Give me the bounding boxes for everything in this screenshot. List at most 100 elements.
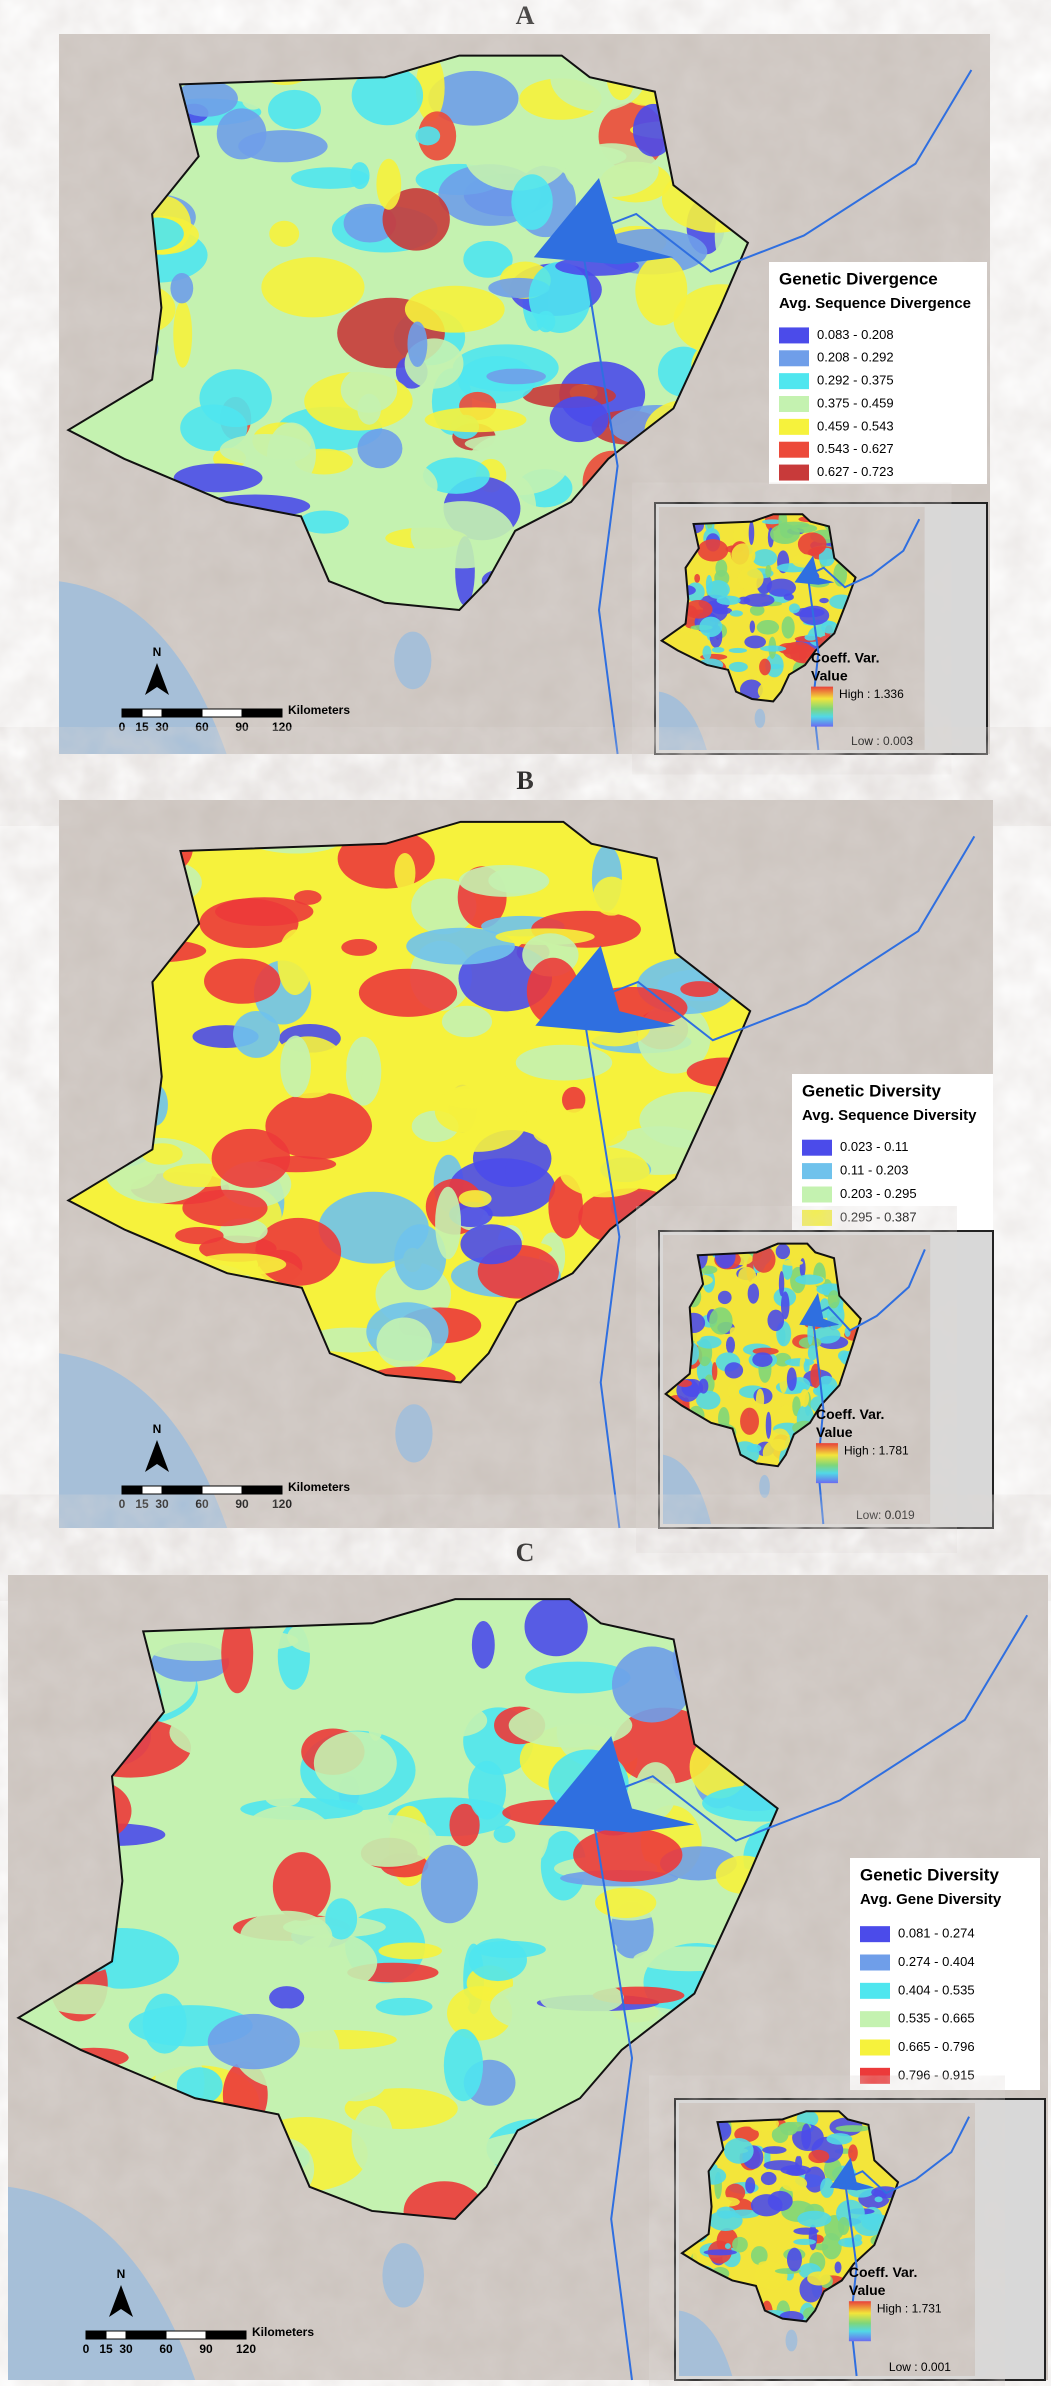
raster-patch [728, 661, 748, 672]
legend-swatch [860, 2039, 890, 2056]
sea [659, 691, 707, 750]
raster-patch [345, 1036, 382, 1106]
raster-patch [241, 89, 265, 110]
scale-unit: Kilometers [288, 703, 350, 717]
raster-patch [715, 559, 728, 577]
raster-patch [493, 1825, 516, 1843]
raster-patch [170, 273, 194, 304]
scale-label: 60 [195, 1497, 209, 1511]
raster-patch [219, 434, 311, 466]
scale-label: 60 [159, 2342, 173, 2356]
raster-patch [341, 939, 378, 956]
raster-patch [786, 2247, 802, 2272]
raster-patch [808, 2224, 818, 2251]
scale-label: 0 [119, 720, 126, 734]
inset-low: Low : 0.001 [889, 2360, 951, 2374]
raster-patch [767, 1309, 785, 1332]
raster-patch [525, 1661, 631, 1694]
raster-patch [702, 1785, 778, 1822]
raster-patch [549, 396, 609, 443]
raster-patch [443, 2029, 484, 2102]
raster-patch [748, 521, 755, 546]
legend-label: 0.459 - 0.543 [817, 418, 894, 433]
raster-patch [820, 2177, 834, 2198]
raster-patch [299, 510, 349, 534]
raster-patch [364, 1663, 387, 1741]
raster-patch [238, 130, 328, 163]
raster-patch [698, 1378, 709, 1394]
raster-patch [731, 543, 756, 568]
panel-label: C [516, 1538, 535, 1567]
raster-patch [724, 2137, 754, 2164]
raster-patch [732, 2236, 748, 2253]
scale-label: 15 [135, 720, 149, 734]
lake [785, 2329, 798, 2352]
inset-low: Low : 0.003 [851, 734, 913, 748]
raster-patch [175, 1226, 224, 1245]
legend-swatch [779, 373, 809, 390]
river [579, 235, 619, 755]
raster-patch [804, 2166, 826, 2193]
raster-patch [726, 1336, 736, 1354]
scale-label: 30 [155, 720, 169, 734]
inset-value: Value [816, 1424, 853, 1440]
raster-patch [780, 1291, 790, 1320]
raster-patch [294, 890, 322, 905]
raster-patch [697, 539, 729, 562]
lake [394, 631, 432, 690]
legend-label: 0.203 - 0.295 [840, 1186, 917, 1201]
raster-patch [775, 1243, 791, 1260]
raster-patch [339, 1815, 438, 1867]
legend-swatch [860, 2011, 890, 2028]
lake-reservoir [533, 178, 674, 265]
legend-subtitle: Avg. Sequence Divergence [779, 295, 971, 312]
raster-patch [813, 2243, 829, 2251]
raster-patch [533, 1115, 628, 1151]
raster-patch [771, 2126, 789, 2143]
legend-title: Genetic Divergence [779, 269, 938, 288]
scale-label: 60 [195, 720, 209, 734]
scale-label: 120 [272, 1497, 292, 1511]
study-boundary [66, 54, 750, 612]
river [832, 2116, 970, 2195]
raster-patch [834, 2261, 842, 2274]
lake-reservoir [829, 2157, 875, 2191]
legend-swatch [779, 350, 809, 367]
study-boundary [664, 1242, 862, 1468]
raster-patch [267, 89, 322, 130]
raster-patch [807, 2271, 831, 2286]
inset-map [679, 2103, 975, 2377]
inset-map [659, 507, 925, 751]
raster-patch [561, 1086, 586, 1113]
lake-reservoir [794, 555, 835, 585]
raster-patch [823, 2157, 842, 2182]
raster [681, 2111, 899, 2322]
raster-patch [779, 1366, 788, 1394]
raster-patch [199, 898, 299, 948]
raster-patch [715, 2197, 740, 2207]
panel: C Genetic Diversity Avg. Gene Diversity 0.0… [8, 1538, 1048, 2381]
legend-swatch [860, 1954, 890, 1971]
raster-patch [781, 2175, 808, 2192]
study-boundary [66, 820, 752, 1384]
legend-label: 0.796 - 0.915 [898, 2067, 975, 2082]
scale-segment [165, 2330, 207, 2340]
legend-label: 0.208 - 0.292 [817, 350, 894, 365]
legend-swatch [802, 1186, 832, 1203]
north-label: N [153, 645, 162, 659]
raster-patch [778, 1404, 794, 1426]
raster-patch [750, 2194, 783, 2217]
raster-patch [754, 2261, 788, 2290]
raster-patch [460, 1224, 522, 1265]
north-label: N [153, 1422, 162, 1436]
raster-patch [555, 1937, 618, 1959]
raster-patch [343, 203, 397, 243]
raster-patch [211, 1128, 291, 1188]
legend-label: 0.404 - 0.535 [898, 1982, 975, 1997]
raster-patch [349, 458, 438, 514]
raster-patch [752, 1246, 776, 1273]
raster-patch [508, 1703, 633, 1748]
raster-patch [724, 1362, 744, 1379]
raster-patch [488, 867, 548, 894]
raster-patch [729, 1327, 737, 1336]
